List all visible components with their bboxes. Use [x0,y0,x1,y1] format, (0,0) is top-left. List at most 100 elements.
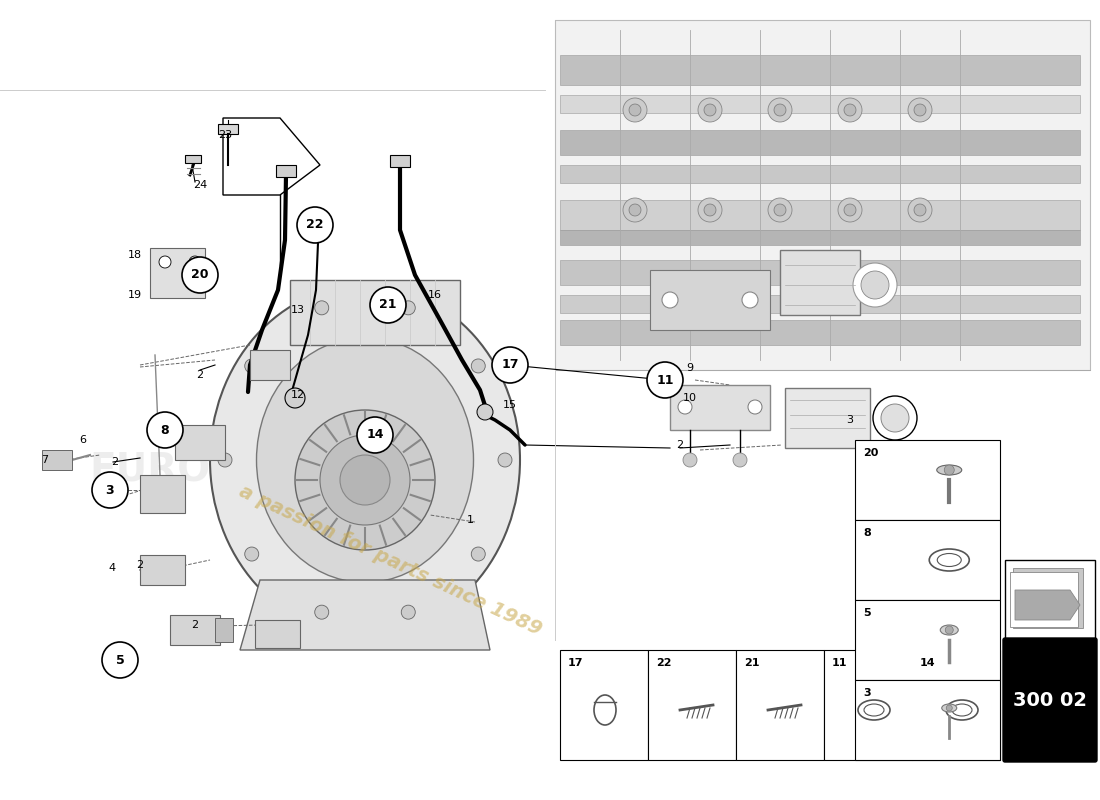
Circle shape [623,98,647,122]
Text: 2: 2 [136,560,144,570]
Bar [855,680,1000,760]
Bar [855,520,1000,600]
Bar [648,650,736,760]
Text: 21: 21 [744,658,759,668]
Circle shape [471,547,485,561]
Circle shape [698,198,722,222]
Text: 300 02: 300 02 [1013,690,1087,710]
Text: 20: 20 [191,269,209,282]
Text: 15: 15 [503,400,517,410]
Circle shape [733,453,747,467]
Text: 17: 17 [502,358,519,371]
Bar [650,270,770,330]
Text: a passion for parts since 1989: a passion for parts since 1989 [235,482,544,638]
Text: 9: 9 [686,363,694,373]
Text: 3: 3 [847,415,854,425]
Circle shape [477,404,493,420]
Bar [780,250,860,315]
Text: 12: 12 [290,390,305,400]
Text: 6: 6 [79,435,87,445]
Text: 24: 24 [192,180,207,190]
Circle shape [946,705,953,711]
Bar [255,620,300,648]
Bar [290,280,460,345]
Text: 7: 7 [42,455,48,465]
Text: 3: 3 [106,483,114,497]
Text: 5: 5 [864,608,870,618]
Text: 11: 11 [657,374,673,386]
Circle shape [774,204,786,216]
Circle shape [492,347,528,383]
Bar [556,20,1090,370]
Text: 3: 3 [864,688,870,698]
Circle shape [358,417,393,453]
Circle shape [102,642,138,678]
Circle shape [629,104,641,116]
Bar [390,155,410,167]
Bar [1013,568,1084,628]
Circle shape [320,435,410,525]
Circle shape [647,362,683,398]
Bar [560,230,1080,245]
Text: 22: 22 [306,218,323,231]
FancyBboxPatch shape [1003,638,1097,762]
Ellipse shape [256,338,473,582]
Text: 10: 10 [683,393,697,403]
Bar [560,650,648,760]
Bar [785,388,870,448]
Bar [185,155,201,163]
Circle shape [182,257,218,293]
Ellipse shape [942,704,957,712]
Text: 13: 13 [292,305,305,315]
Circle shape [908,198,932,222]
Text: 21: 21 [379,298,397,311]
Text: 17: 17 [568,658,583,668]
Bar [214,618,233,642]
Bar [736,650,824,760]
Text: 2: 2 [197,370,204,380]
Text: 2: 2 [111,457,119,467]
Circle shape [774,104,786,116]
Text: 1: 1 [466,515,473,525]
Circle shape [914,204,926,216]
Bar [855,600,1000,680]
Circle shape [908,98,932,122]
Circle shape [881,404,909,432]
Text: 11: 11 [832,658,847,668]
Circle shape [861,271,889,299]
Circle shape [662,292,678,308]
Bar [276,165,296,177]
Circle shape [683,453,697,467]
Circle shape [768,98,792,122]
Circle shape [285,388,305,408]
Circle shape [838,98,862,122]
Bar [560,295,1080,313]
Circle shape [704,204,716,216]
Bar [42,450,72,470]
Circle shape [623,198,647,222]
Circle shape [914,104,926,116]
Bar [150,248,205,298]
Bar [912,650,1000,760]
Bar [560,55,1080,85]
Polygon shape [1015,590,1080,620]
Circle shape [698,98,722,122]
Bar [670,385,770,430]
Circle shape [370,287,406,323]
Circle shape [498,453,512,467]
Circle shape [402,301,416,315]
Bar [560,130,1080,155]
Text: 5: 5 [116,654,124,666]
Circle shape [297,207,333,243]
Circle shape [244,359,258,373]
Circle shape [844,204,856,216]
Circle shape [315,301,329,315]
Polygon shape [240,580,490,650]
Bar [560,165,1080,183]
Circle shape [147,412,183,448]
Text: 16: 16 [428,290,442,300]
Ellipse shape [210,285,520,635]
Text: 22: 22 [656,658,671,668]
Ellipse shape [940,625,958,635]
Circle shape [92,472,128,508]
